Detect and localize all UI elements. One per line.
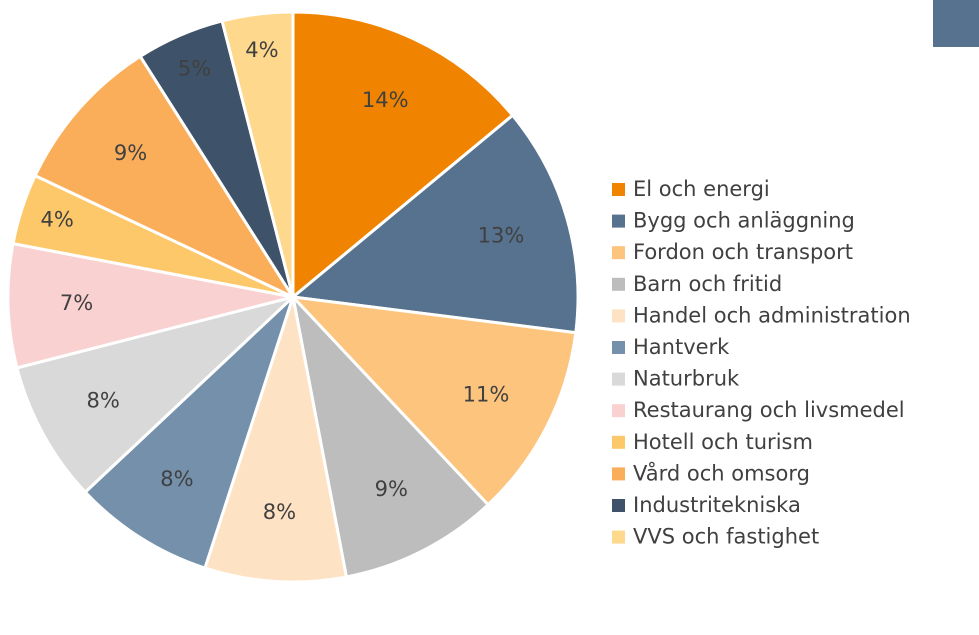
pie-slice: [289, 113, 580, 335]
data-label: 4%: [41, 207, 74, 231]
pie-slice: [290, 292, 491, 579]
data-label: 8%: [160, 467, 193, 491]
legend-label: Restaurang och livsmedel: [633, 398, 905, 422]
data-label: 9%: [114, 141, 147, 165]
legend-swatch: [612, 214, 625, 228]
legend-swatch: [612, 499, 625, 512]
data-label: 8%: [87, 388, 120, 412]
legend-swatch: [612, 404, 625, 418]
data-label: 5%: [178, 56, 211, 80]
legend-swatch: [612, 467, 625, 481]
legend-swatch: [612, 246, 625, 260]
data-label: 11%: [463, 382, 510, 406]
legend-label: Industritekniska: [633, 493, 801, 517]
legend-swatch: [612, 530, 625, 544]
legend-label: Barn och fritid: [633, 272, 782, 296]
pie-slice: [15, 295, 295, 495]
data-label: 9%: [375, 477, 408, 501]
legend-label: Handel och administration: [633, 303, 911, 327]
pie-slice: [33, 54, 298, 301]
pie-slice: [83, 295, 295, 570]
data-label: 7%: [60, 291, 93, 315]
legend-label: Vård och omsorg: [633, 460, 810, 485]
legend-swatch: [612, 309, 625, 323]
legend-label: Hantverk: [633, 335, 730, 359]
corner-decoration: [933, 0, 979, 47]
data-label: 14%: [362, 88, 409, 112]
pie-slice: [203, 296, 349, 584]
legend-label: El och energi: [633, 177, 770, 201]
legend-swatch: [612, 277, 625, 291]
legend-label: Naturbruk: [633, 367, 740, 391]
legend-swatch: [612, 435, 625, 449]
data-label: 13%: [478, 224, 525, 248]
legend-swatch: [612, 183, 625, 196]
legend-label: Bygg och anläggning: [633, 209, 855, 233]
legend-label: Hotell och turism: [633, 430, 813, 454]
pie-slice: [6, 241, 294, 370]
data-label: 8%: [263, 500, 296, 524]
legend-label: Fordon och transport: [633, 240, 853, 264]
pie-slice: [220, 10, 295, 298]
pie-slice: [289, 294, 578, 507]
legend-swatch: [612, 372, 625, 386]
legend-label: VVS och fastighet: [633, 525, 819, 549]
data-label: 4%: [245, 38, 278, 62]
legend-swatch: [612, 341, 625, 354]
pie-slice: [291, 10, 515, 301]
